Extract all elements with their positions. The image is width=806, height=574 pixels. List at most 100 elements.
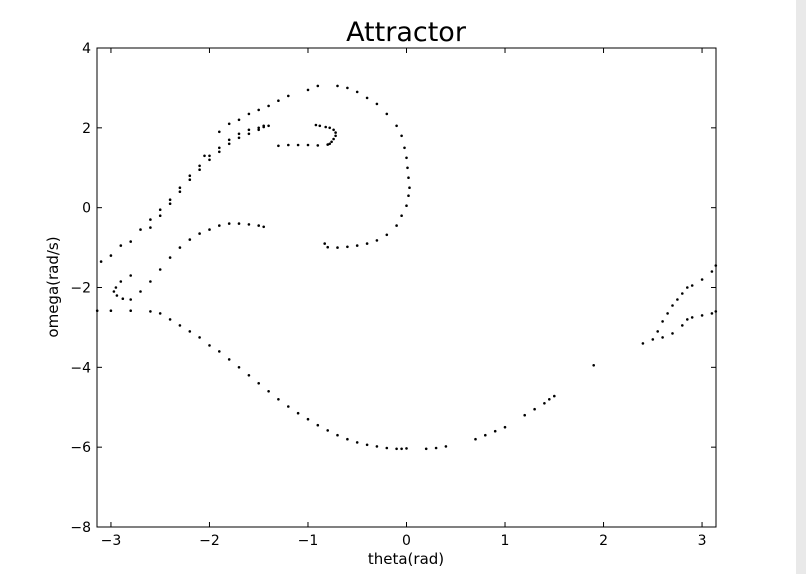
scatter-point (277, 144, 280, 148)
scatter-point (326, 245, 330, 249)
scatter-point (686, 286, 689, 289)
y-tick-label: −4 (70, 360, 91, 376)
scatter-point (218, 150, 221, 154)
scatter-point (277, 99, 280, 102)
scatter-point (119, 244, 123, 247)
scatter-point (641, 342, 645, 345)
scatter-point (168, 256, 172, 259)
scatter-point (424, 447, 428, 451)
scatter-point (218, 130, 221, 134)
x-tick-label: 0 (402, 533, 411, 549)
scatter-point (405, 204, 408, 207)
scatter-point (218, 350, 221, 353)
x-tick-label: −3 (101, 533, 122, 549)
scatter-point (287, 94, 290, 98)
scatter-point (686, 318, 689, 321)
scatter-point (267, 104, 270, 108)
scatter-point (332, 137, 335, 141)
scatter-point (267, 390, 270, 393)
scatter-point (523, 413, 526, 417)
scatter-point (395, 224, 398, 227)
scatter-point (334, 134, 337, 138)
scatter-point (405, 156, 408, 160)
scatter-point (237, 222, 241, 225)
scatter-point (267, 124, 270, 128)
scatter-point (661, 336, 664, 339)
scatter-point (395, 447, 398, 451)
scatter-point (129, 309, 132, 313)
scatter-point (257, 224, 261, 227)
scatter-point (306, 143, 310, 147)
scatter-point (237, 136, 241, 140)
scatter-point (690, 284, 694, 287)
x-tick-label: 1 (501, 533, 510, 549)
scatter-point (208, 344, 211, 347)
scatter-point (324, 125, 328, 129)
scatter-point (710, 270, 714, 273)
scatter-point (277, 398, 280, 401)
y-tick-label: 0 (82, 201, 91, 217)
scatter-point (262, 225, 266, 229)
scatter-point (700, 278, 704, 281)
scatter-point (355, 244, 359, 247)
scatter-point (405, 447, 408, 450)
scatter-point (237, 366, 241, 369)
scatter-point (493, 429, 497, 433)
scatter-point (227, 122, 231, 126)
scatter-point (227, 222, 231, 225)
window-edge-strip (796, 0, 806, 574)
y-axis-ticks: −8 −6 −4 −2 0 2 4 (70, 41, 716, 536)
scatter-point (237, 118, 241, 122)
scatter-point (218, 224, 221, 227)
scatter-point (334, 131, 337, 134)
x-tick-label: 2 (599, 533, 608, 549)
scatter-point (247, 132, 251, 136)
scatter-point (198, 232, 201, 235)
scatter-point (129, 274, 132, 277)
scatter-point (188, 174, 192, 177)
scatter-point (121, 297, 125, 301)
scatter-point (316, 84, 320, 88)
scatter-point (385, 446, 389, 450)
scatter-point (332, 128, 335, 132)
scatter-point (188, 178, 192, 181)
scatter-point (318, 124, 322, 128)
scatter-point (247, 128, 251, 132)
scatter-point (149, 310, 152, 313)
scatter-point (198, 164, 201, 168)
scatter-point (188, 330, 192, 333)
x-tick-label: −2 (199, 533, 220, 549)
scatter-point (247, 374, 251, 377)
scatter-point (129, 240, 132, 243)
scatter-point (365, 242, 369, 245)
scatter-point (188, 238, 192, 241)
scatter-point (444, 445, 448, 448)
plot-frame (96, 47, 717, 528)
scatter-point (208, 228, 211, 231)
scatter-point (375, 445, 379, 448)
scatter-point (262, 124, 266, 128)
scatter-point (690, 316, 694, 319)
scatter-point (316, 144, 320, 147)
scatter-point (326, 429, 330, 432)
scatter-point (287, 143, 290, 147)
scatter-point (257, 382, 261, 385)
scatter-point (247, 223, 251, 226)
scatter-point (314, 123, 318, 127)
y-tick-label: 2 (82, 121, 91, 137)
scatter-point (484, 433, 487, 437)
scatter-point (710, 312, 714, 315)
scatter-point (346, 437, 349, 441)
scatter-point (257, 108, 261, 112)
scatter-point (676, 298, 679, 301)
scatter-point (533, 407, 536, 411)
scatter-point (323, 242, 327, 245)
scatter-point (330, 140, 333, 144)
scatter-point (306, 88, 310, 92)
scatter-point (198, 168, 201, 171)
scatter-point (400, 214, 403, 217)
scatter-point (158, 214, 162, 217)
x-tick-label: 3 (698, 533, 707, 549)
scatter-point (178, 190, 182, 193)
